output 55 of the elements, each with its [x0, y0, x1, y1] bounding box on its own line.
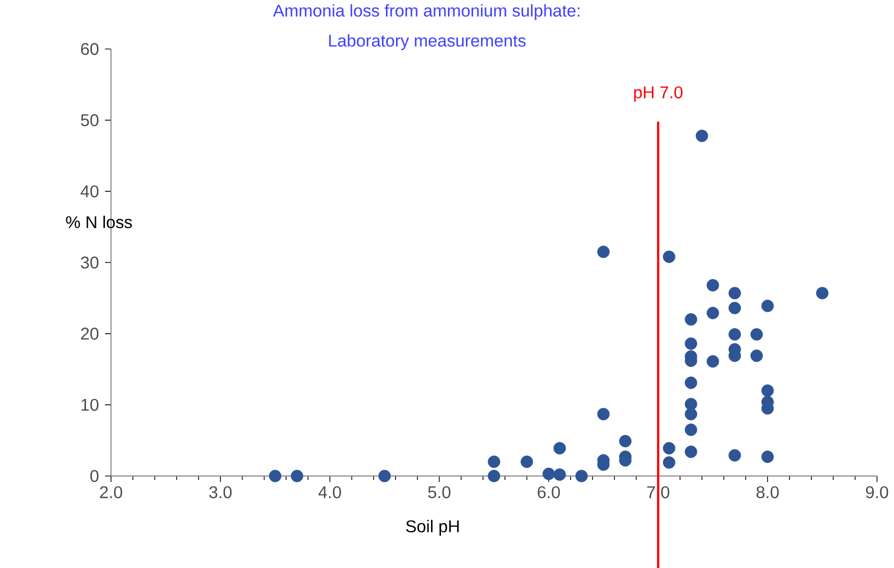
point [662, 250, 676, 264]
y-tick-label: 10 [82, 398, 98, 411]
point [684, 313, 698, 326]
ref-line-label: pH 7.0 [634, 86, 683, 102]
point [268, 470, 282, 482]
point [761, 300, 774, 312]
point [597, 246, 610, 258]
point [728, 328, 741, 341]
point [684, 337, 698, 350]
x-axis-title: Soil pH [406, 520, 459, 536]
x-tick-label: 9.0 [866, 486, 888, 498]
x-tick-label: 6.0 [538, 486, 560, 498]
x-tick-label: 3.0 [209, 486, 232, 498]
point [728, 286, 741, 300]
point [706, 279, 720, 292]
point [553, 468, 566, 481]
point [750, 328, 763, 341]
point [761, 384, 774, 397]
point [684, 408, 698, 420]
point [553, 442, 566, 454]
point [662, 456, 676, 469]
point [520, 456, 534, 468]
point [662, 442, 676, 454]
point [542, 468, 555, 480]
point [761, 450, 774, 463]
y-tick-label: 0 [90, 470, 98, 482]
point [290, 470, 304, 482]
x-tick-label: 5.0 [428, 486, 450, 498]
y-tick-label: 40 [80, 185, 98, 198]
point [706, 306, 720, 320]
x-tick-label: 4.0 [318, 486, 342, 498]
point [696, 130, 708, 142]
point [488, 456, 500, 468]
point [378, 470, 391, 482]
y-tick-label: 20 [81, 328, 98, 340]
y-tick-label: 30 [80, 256, 98, 269]
point [684, 446, 698, 458]
y-tick-label: 50 [80, 114, 98, 126]
point [597, 408, 610, 420]
chart-title: Ammonia loss from ammonium sulphate: Laboratory measurements [273, 4, 580, 50]
y-tick-label: 60 [81, 42, 98, 56]
point [728, 449, 741, 462]
point [684, 398, 698, 410]
point [728, 302, 741, 314]
point [488, 470, 500, 482]
point [575, 470, 588, 482]
point [684, 424, 698, 436]
x-tick-label: 2.0 [100, 486, 122, 498]
point [619, 434, 632, 448]
point [816, 286, 828, 300]
x-tick-label: 8.0 [756, 486, 779, 498]
y-axis-title: % N loss [66, 216, 132, 228]
point [684, 376, 698, 389]
point [750, 350, 763, 362]
point [706, 355, 720, 368]
